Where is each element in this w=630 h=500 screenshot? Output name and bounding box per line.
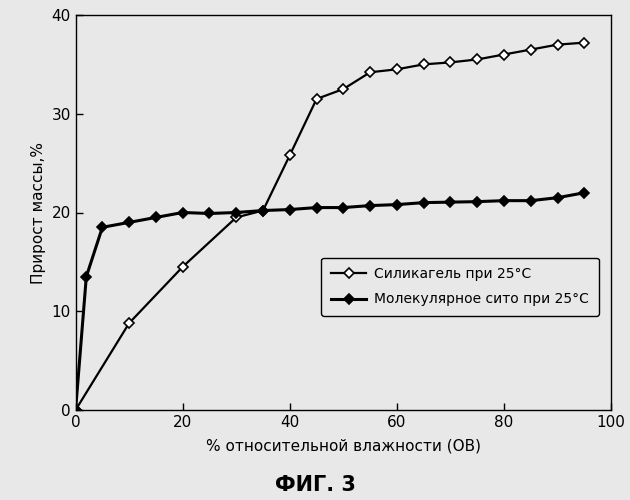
- Силикагель при 25°C: [367, 70, 374, 75]
- Молекулярное сито при 25°C: [205, 210, 213, 216]
- Силикагель при 25°C: [260, 208, 267, 214]
- Силикагель при 25°C: [179, 264, 186, 270]
- Молекулярное сито при 25°C: [232, 210, 240, 216]
- Силикагель при 25°C: [286, 152, 294, 158]
- Line: Силикагель при 25°C: Силикагель при 25°C: [72, 39, 588, 414]
- Силикагель при 25°C: [232, 214, 240, 220]
- Молекулярное сито при 25°C: [420, 200, 428, 205]
- Силикагель при 25°C: [313, 96, 321, 102]
- Молекулярное сито при 25°C: [447, 199, 454, 205]
- Молекулярное сито при 25°C: [72, 407, 79, 413]
- Legend: Силикагель при 25°C, Молекулярное сито при 25°C: Силикагель при 25°C, Молекулярное сито п…: [321, 258, 598, 316]
- Молекулярное сито при 25°C: [313, 204, 321, 210]
- Молекулярное сито при 25°C: [500, 198, 508, 203]
- Молекулярное сито при 25°C: [581, 190, 588, 196]
- X-axis label: % относительной влажности (ОВ): % относительной влажности (ОВ): [206, 438, 481, 453]
- Молекулярное сито при 25°C: [554, 194, 561, 200]
- Силикагель при 25°C: [393, 66, 401, 72]
- Силикагель при 25°C: [447, 60, 454, 66]
- Молекулярное сито при 25°C: [474, 198, 481, 204]
- Молекулярное сито при 25°C: [125, 220, 133, 226]
- Молекулярное сито при 25°C: [340, 204, 347, 210]
- Силикагель при 25°C: [125, 320, 133, 326]
- Силикагель при 25°C: [527, 46, 534, 52]
- Силикагель при 25°C: [474, 56, 481, 62]
- Силикагель при 25°C: [420, 62, 428, 68]
- Силикагель при 25°C: [581, 40, 588, 46]
- Молекулярное сито при 25°C: [152, 214, 160, 220]
- Молекулярное сито при 25°C: [286, 206, 294, 212]
- Силикагель при 25°C: [500, 52, 508, 58]
- Line: Молекулярное сито при 25°C: Молекулярное сито при 25°C: [72, 189, 588, 414]
- Молекулярное сито при 25°C: [98, 224, 106, 230]
- Text: ФИГ. 3: ФИГ. 3: [275, 475, 355, 495]
- Молекулярное сито при 25°C: [393, 202, 401, 207]
- Силикагель при 25°C: [554, 42, 561, 48]
- Y-axis label: Прирост массы,%: Прирост массы,%: [31, 142, 46, 284]
- Молекулярное сито при 25°C: [367, 202, 374, 208]
- Молекулярное сито при 25°C: [527, 198, 534, 203]
- Силикагель при 25°C: [72, 407, 79, 413]
- Молекулярное сито при 25°C: [179, 210, 186, 216]
- Молекулярное сито при 25°C: [260, 208, 267, 214]
- Силикагель при 25°C: [340, 86, 347, 92]
- Молекулярное сито при 25°C: [83, 274, 90, 280]
